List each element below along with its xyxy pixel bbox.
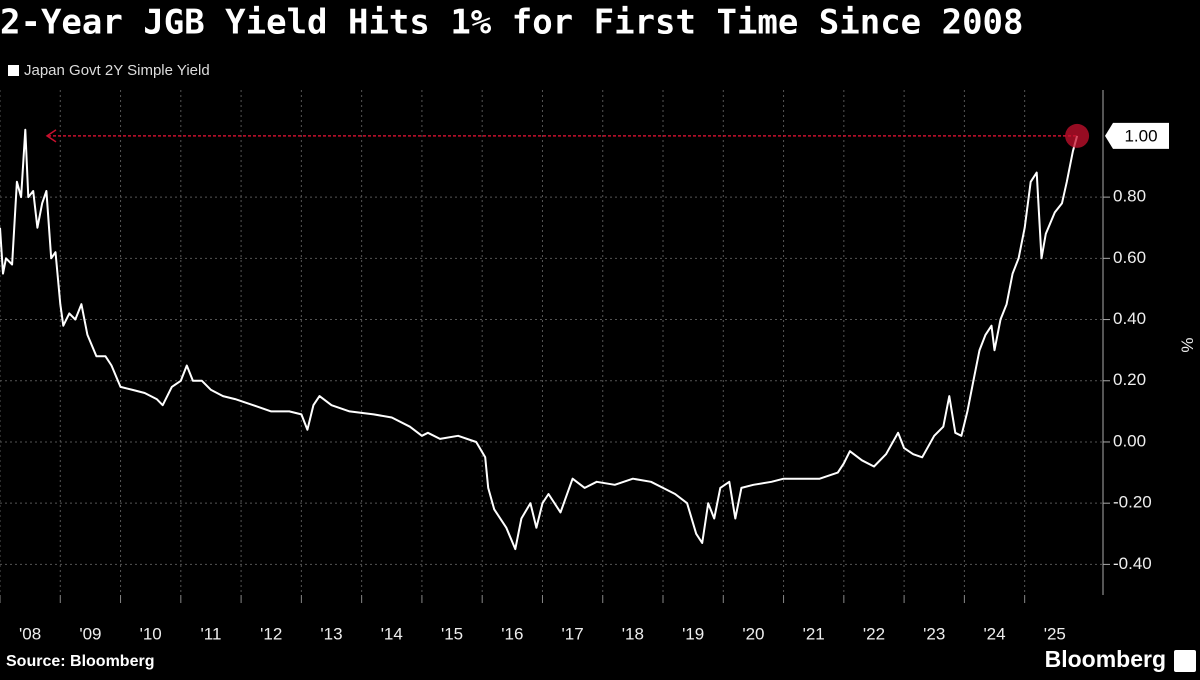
x-tick-label: '17 xyxy=(562,624,584,643)
y-tick-label: 0.60 xyxy=(1113,248,1146,267)
highlight-point xyxy=(1065,123,1090,148)
brand: Bloomberg xyxy=(1045,646,1166,672)
x-tick-label: '16 xyxy=(501,624,523,643)
y-tick-label: 0.00 xyxy=(1113,431,1146,450)
y-tick-label: -0.40 xyxy=(1113,554,1152,573)
x-tick-label: '15 xyxy=(441,624,463,643)
x-tick-label: '09 xyxy=(79,624,101,643)
series-line xyxy=(0,128,1079,551)
y-axis-label: % xyxy=(1178,337,1197,352)
x-tick-label: '21 xyxy=(803,624,825,643)
x-tick-label: '13 xyxy=(320,624,342,643)
legend-label: Japan Govt 2Y Simple Yield xyxy=(24,62,210,79)
x-tick-label: '08 xyxy=(19,624,41,643)
x-tick-label: '11 xyxy=(201,624,222,643)
x-tick-label: '10 xyxy=(140,624,162,643)
y-tick-label: 0.40 xyxy=(1113,309,1146,328)
x-tick-label: '24 xyxy=(983,624,1005,643)
y-tick-label: 0.80 xyxy=(1113,187,1146,206)
x-tick-label: '20 xyxy=(742,624,764,643)
x-tick-label: '22 xyxy=(863,624,885,643)
source: Source: Bloomberg xyxy=(6,653,154,670)
value-box-label: 1.00 xyxy=(1124,126,1157,145)
x-tick-label: '18 xyxy=(622,624,644,643)
reference-arrow xyxy=(45,129,57,143)
x-tick-label: '12 xyxy=(260,624,282,643)
y-tick-label: 0.20 xyxy=(1113,370,1146,389)
x-tick-label: '23 xyxy=(923,624,945,643)
x-tick-label: '14 xyxy=(381,624,403,643)
y-tick-label: -0.20 xyxy=(1113,493,1152,512)
value-box xyxy=(1105,122,1169,149)
x-tick-label: '19 xyxy=(682,624,704,643)
x-tick-label: '25 xyxy=(1044,624,1066,643)
brand-icon xyxy=(1174,650,1196,672)
chart-title: 2-Year JGB Yield Hits 1% for First Time … xyxy=(0,3,1024,43)
legend-swatch xyxy=(8,65,19,76)
